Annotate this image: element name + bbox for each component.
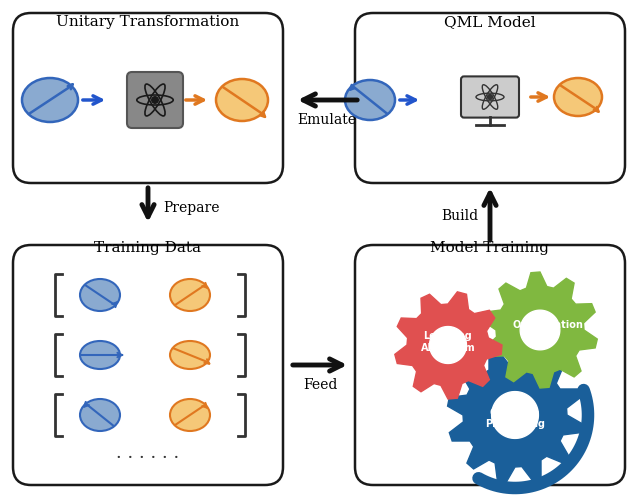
Ellipse shape <box>170 341 210 369</box>
FancyBboxPatch shape <box>13 13 283 183</box>
Ellipse shape <box>345 80 395 120</box>
Ellipse shape <box>170 399 210 431</box>
Ellipse shape <box>80 341 120 369</box>
Text: Quantum
Processing: Quantum Processing <box>485 407 545 429</box>
Polygon shape <box>429 327 467 363</box>
Text: Emulate: Emulate <box>298 113 356 127</box>
FancyBboxPatch shape <box>127 72 183 128</box>
FancyBboxPatch shape <box>13 245 283 485</box>
Text: Optimization: Optimization <box>513 320 584 330</box>
Ellipse shape <box>22 78 78 122</box>
Polygon shape <box>395 292 502 399</box>
FancyBboxPatch shape <box>355 13 625 183</box>
Circle shape <box>152 97 158 103</box>
Text: Unitary Transformation: Unitary Transformation <box>56 15 239 29</box>
Polygon shape <box>483 272 597 388</box>
FancyBboxPatch shape <box>355 245 625 485</box>
Text: Build: Build <box>442 209 479 223</box>
Ellipse shape <box>80 399 120 431</box>
Polygon shape <box>447 348 582 482</box>
Text: Training Data: Training Data <box>95 241 202 255</box>
Ellipse shape <box>554 78 602 116</box>
Text: QML Model: QML Model <box>444 15 536 29</box>
Text: Learning
Algorithm: Learning Algorithm <box>420 331 476 353</box>
Polygon shape <box>492 392 538 438</box>
Ellipse shape <box>80 279 120 311</box>
Ellipse shape <box>216 79 268 121</box>
Text: Prepare: Prepare <box>164 201 220 215</box>
Text: · · · · · ·: · · · · · · <box>116 449 180 467</box>
Ellipse shape <box>170 279 210 311</box>
Text: Model Training: Model Training <box>431 241 550 255</box>
Text: Feed: Feed <box>303 378 337 392</box>
Polygon shape <box>520 310 560 350</box>
FancyBboxPatch shape <box>461 77 519 117</box>
Circle shape <box>488 94 493 99</box>
